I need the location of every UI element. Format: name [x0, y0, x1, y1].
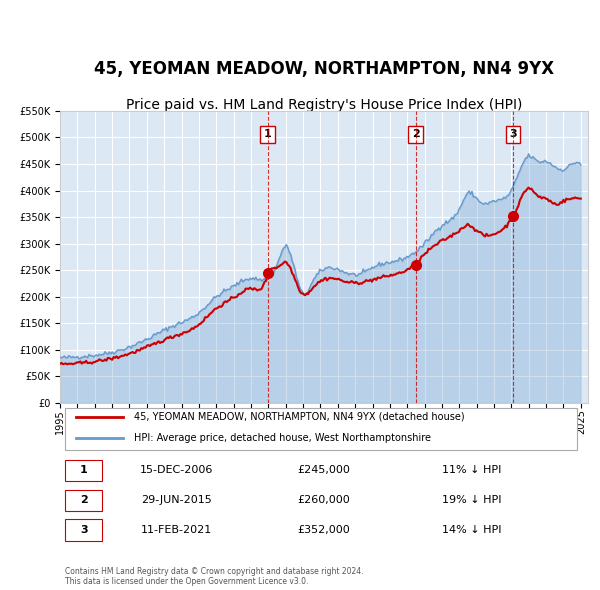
Text: 29-JUN-2015: 29-JUN-2015 [141, 495, 212, 505]
Text: 2: 2 [80, 495, 88, 505]
Text: 3: 3 [509, 129, 517, 139]
Text: 2: 2 [412, 129, 419, 139]
Text: £245,000: £245,000 [298, 466, 350, 476]
Text: 15-DEC-2006: 15-DEC-2006 [139, 466, 213, 476]
Text: Contains HM Land Registry data © Crown copyright and database right 2024.: Contains HM Land Registry data © Crown c… [65, 566, 364, 576]
FancyBboxPatch shape [65, 408, 577, 450]
Text: This data is licensed under the Open Government Licence v3.0.: This data is licensed under the Open Gov… [65, 577, 308, 586]
FancyBboxPatch shape [65, 460, 102, 481]
Text: £352,000: £352,000 [298, 525, 350, 535]
Text: 11-FEB-2021: 11-FEB-2021 [140, 525, 212, 535]
FancyBboxPatch shape [65, 520, 102, 540]
Text: 3: 3 [80, 525, 88, 535]
Text: 1: 1 [263, 129, 271, 139]
Text: 11% ↓ HPI: 11% ↓ HPI [442, 466, 502, 476]
Text: 45, YEOMAN MEADOW, NORTHAMPTON, NN4 9YX (detached house): 45, YEOMAN MEADOW, NORTHAMPTON, NN4 9YX … [134, 412, 464, 422]
Text: £260,000: £260,000 [298, 495, 350, 505]
Text: 14% ↓ HPI: 14% ↓ HPI [442, 525, 502, 535]
Text: HPI: Average price, detached house, West Northamptonshire: HPI: Average price, detached house, West… [134, 433, 431, 443]
Text: 19% ↓ HPI: 19% ↓ HPI [442, 495, 502, 505]
FancyBboxPatch shape [65, 490, 102, 511]
Text: 45, YEOMAN MEADOW, NORTHAMPTON, NN4 9YX: 45, YEOMAN MEADOW, NORTHAMPTON, NN4 9YX [94, 60, 554, 78]
Text: Price paid vs. HM Land Registry's House Price Index (HPI): Price paid vs. HM Land Registry's House … [126, 98, 522, 112]
Text: 1: 1 [80, 466, 88, 476]
